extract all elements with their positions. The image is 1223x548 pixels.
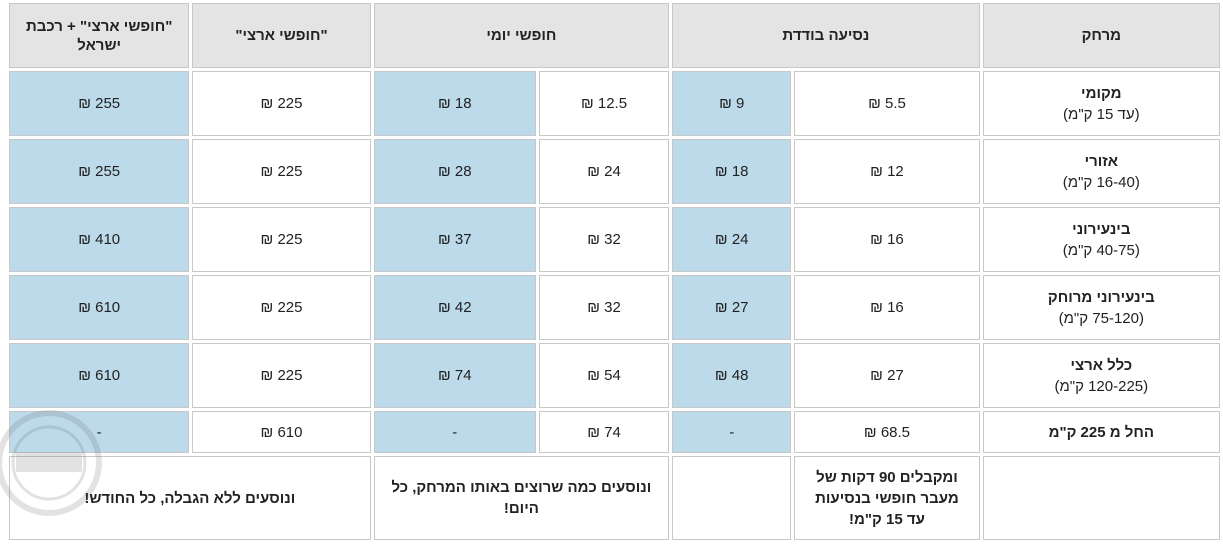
price-cell: 16 ₪ xyxy=(794,207,980,272)
price-cell-highlight: 42 ₪ xyxy=(373,275,536,340)
price-cell-highlight: 610 ₪ xyxy=(9,275,190,340)
price-cell-highlight: - xyxy=(672,411,792,453)
price-cell: 225 ₪ xyxy=(192,343,371,408)
distance-name: החל מ 225 ק"מ xyxy=(1048,423,1155,441)
distance-range: (120-225 ק"מ) xyxy=(1054,377,1149,395)
price-cell: 24 ₪ xyxy=(538,139,670,204)
price-cell: 225 ₪ xyxy=(192,207,371,272)
price-cell-highlight: 9 ₪ xyxy=(672,71,792,136)
price-cell: 225 ₪ xyxy=(192,71,371,136)
price-cell: 32 ₪ xyxy=(538,207,670,272)
price-cell-highlight: 74 ₪ xyxy=(373,343,536,408)
price-cell: 610 ₪ xyxy=(192,411,371,453)
price-cell-highlight: 18 ₪ xyxy=(672,139,792,204)
note-daily-free: ונוסעים כמה שרוצים באותו המרחק, כל היום! xyxy=(373,456,670,540)
price-cell-highlight: 24 ₪ xyxy=(672,207,792,272)
price-cell-highlight: 48 ₪ xyxy=(672,343,792,408)
price-cell-highlight: 255 ₪ xyxy=(9,71,190,136)
distance-cell: מקומי (עד 15 ק"מ) xyxy=(982,71,1220,136)
table-row: כלל ארצי (120-225 ק"מ) 27 ₪ 48 ₪ 54 ₪ 74 … xyxy=(9,343,1220,408)
distance-name: כלל ארצי xyxy=(1070,356,1133,374)
distance-cell: בינעירוני מרוחק (75-120 ק"מ) xyxy=(982,275,1220,340)
header-distance: מרחק xyxy=(982,3,1220,68)
table-row-last: החל מ 225 ק"מ 68.5 ₪ - 74 ₪ - 610 ₪ - xyxy=(9,411,1220,453)
price-cell-highlight: 255 ₪ xyxy=(9,139,190,204)
price-cell: 68.5 ₪ xyxy=(794,411,980,453)
notes-row: ומקבלים 90 דקות של מעבר חופשי בנסיעות עד… xyxy=(9,456,1220,540)
distance-range: (16-40 ק"מ) xyxy=(1062,173,1140,191)
price-cell: 16 ₪ xyxy=(794,275,980,340)
header-national-free-train: "חופשי ארצי" + רכבת ישראל xyxy=(9,3,190,68)
price-cell: 12.5 ₪ xyxy=(538,71,670,136)
fares-table: מרחק נסיעה בודדת חופשי יומי "חופשי ארצי"… xyxy=(6,0,1223,543)
price-cell-highlight: 28 ₪ xyxy=(373,139,536,204)
distance-name: אזורי xyxy=(1084,152,1118,170)
table-row: בינעירוני (40-75 ק"מ) 16 ₪ 24 ₪ 32 ₪ 37 ₪… xyxy=(9,207,1220,272)
header-row: מרחק נסיעה בודדת חופשי יומי "חופשי ארצי"… xyxy=(9,3,1220,68)
distance-range: (עד 15 ק"מ) xyxy=(1063,105,1140,123)
price-cell: 32 ₪ xyxy=(538,275,670,340)
price-cell-highlight: 610 ₪ xyxy=(9,343,190,408)
distance-name: מקומי xyxy=(1081,84,1122,102)
table-row: בינעירוני מרוחק (75-120 ק"מ) 16 ₪ 27 ₪ 32… xyxy=(9,275,1220,340)
distance-range: (40-75 ק"מ) xyxy=(1062,241,1140,259)
note-single-ride-text: ומקבלים 90 דקות של מעבר חופשי בנסיעות עד… xyxy=(815,468,959,528)
table-row: אזורי (16-40 ק"מ) 12 ₪ 18 ₪ 24 ₪ 28 ₪ 225… xyxy=(9,139,1220,204)
price-cell-highlight: 410 ₪ xyxy=(9,207,190,272)
distance-cell: החל מ 225 ק"מ xyxy=(982,411,1220,453)
price-cell: 12 ₪ xyxy=(794,139,980,204)
distance-cell: כלל ארצי (120-225 ק"מ) xyxy=(982,343,1220,408)
header-national-free: "חופשי ארצי" xyxy=(192,3,371,68)
distance-range: (75-120 ק"מ) xyxy=(1058,309,1144,327)
table-row: מקומי (עד 15 ק"מ) 5.5 ₪ 9 ₪ 12.5 ₪ 18 ₪ 2… xyxy=(9,71,1220,136)
note-national-free-text: ונוסעים ללא הגבלה, כל החודש! xyxy=(84,489,296,507)
distance-cell: אזורי (16-40 ק"מ) xyxy=(982,139,1220,204)
price-cell: 225 ₪ xyxy=(192,275,371,340)
price-cell: 225 ₪ xyxy=(192,139,371,204)
price-cell-highlight: - xyxy=(9,411,190,453)
price-cell: 54 ₪ xyxy=(538,343,670,408)
price-cell-highlight: 18 ₪ xyxy=(373,71,536,136)
price-cell-highlight: 37 ₪ xyxy=(373,207,536,272)
distance-name: בינעירוני xyxy=(1072,220,1131,238)
note-daily-free-text: ונוסעים כמה שרוצים באותו המרחק, כל היום! xyxy=(391,479,652,517)
price-cell: 27 ₪ xyxy=(794,343,980,408)
price-cell: 74 ₪ xyxy=(538,411,670,453)
price-cell-highlight: - xyxy=(373,411,536,453)
header-single-ride: נסיעה בודדת xyxy=(672,3,980,68)
note-national-free: ונוסעים ללא הגבלה, כל החודש! xyxy=(9,456,371,540)
distance-cell: בינעירוני (40-75 ק"מ) xyxy=(982,207,1220,272)
note-single-ride: ומקבלים 90 דקות של מעבר חופשי בנסיעות עד… xyxy=(794,456,980,540)
note-empty-cell xyxy=(982,456,1220,540)
price-cell: 5.5 ₪ xyxy=(794,71,980,136)
price-cell-highlight: 27 ₪ xyxy=(672,275,792,340)
note-empty-cell xyxy=(672,456,792,540)
distance-name: בינעירוני מרוחק xyxy=(1047,288,1155,306)
header-daily-free: חופשי יומי xyxy=(373,3,670,68)
